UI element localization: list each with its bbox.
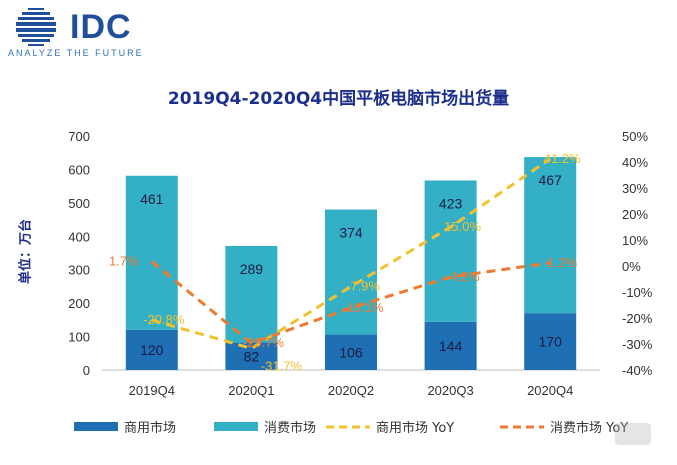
- x-tick-label: 2020Q1: [228, 383, 274, 398]
- bar-data-label: 144: [439, 338, 463, 354]
- idc-logo: IDC ANALYZE THE FUTURE: [8, 6, 158, 62]
- line-data-label: 1.7%: [109, 254, 139, 269]
- x-tick-label: 2020Q2: [328, 383, 374, 398]
- y2-tick-label: 10%: [622, 233, 648, 248]
- y-tick-label: 100: [68, 330, 90, 345]
- bar-segment: [125, 329, 178, 370]
- legend-label: 消费市场: [264, 420, 316, 436]
- y2-tick-label: 30%: [622, 181, 648, 196]
- logo-brand: IDC: [70, 8, 132, 46]
- line-data-label: -29.7%: [243, 335, 285, 350]
- bar-segment: [225, 342, 278, 370]
- y-tick-label: 0: [83, 363, 90, 378]
- y2-tick-label: 0%: [622, 259, 641, 274]
- bar-data-label: 374: [339, 225, 363, 241]
- x-tick-label: 2020Q4: [527, 383, 573, 398]
- y2-tick-label: 20%: [622, 207, 648, 222]
- line-data-label: -4.2%: [446, 269, 480, 284]
- y-tick-label: 400: [68, 229, 90, 244]
- y2-tick-label: -10%: [622, 285, 653, 300]
- line-data-label: 15.0%: [444, 219, 481, 234]
- y2-tick-label: -30%: [622, 337, 653, 352]
- y2-tick-label: -20%: [622, 311, 653, 326]
- y-tick-label: 600: [68, 162, 90, 177]
- watermark-badge: [615, 423, 651, 445]
- y-tick-label: 300: [68, 263, 90, 278]
- bar-segment: [325, 334, 377, 370]
- line-data-label: 41.2%: [544, 151, 581, 166]
- legend-label: 商用市场 YoY: [376, 420, 454, 436]
- y-tick-label: 200: [68, 296, 90, 311]
- y2-tick-label: 40%: [622, 155, 648, 170]
- bar-data-label: 289: [240, 261, 264, 277]
- bar-data-label: 120: [140, 342, 164, 358]
- bar-segment: [225, 245, 278, 343]
- line-data-label: -31.7%: [261, 358, 303, 373]
- y2-tick-label: -40%: [622, 363, 653, 378]
- x-tick-label: 2020Q3: [427, 383, 473, 398]
- bar-data-label: 423: [439, 195, 463, 211]
- bar-data-label: 467: [539, 172, 563, 188]
- y-tick-label: 700: [68, 129, 90, 144]
- legend-label: 商用市场: [124, 420, 176, 436]
- bar-segment: [424, 321, 477, 370]
- bar-data-label: 170: [539, 334, 563, 350]
- line-data-label: -16.1%: [342, 300, 384, 315]
- bar-data-label: 461: [140, 191, 164, 207]
- bar-data-label: 106: [339, 344, 363, 360]
- legend-swatch: [214, 422, 258, 431]
- logo-tagline: ANALYZE THE FUTURE: [8, 48, 144, 58]
- bar-segment: [424, 180, 477, 322]
- series-line: [151, 157, 552, 351]
- bar-data-label: 82: [244, 348, 260, 364]
- idc-globe-icon: [16, 8, 56, 46]
- line-data-label: -7.9%: [346, 279, 380, 294]
- line-data-label: -20.8%: [143, 312, 185, 327]
- chart-title: 2019Q4-2020Q4中国平板电脑市场出货量: [167, 89, 510, 109]
- legend-swatch: [74, 422, 118, 431]
- y2-tick-label: 50%: [622, 129, 648, 144]
- legend-label: 消费市场 YoY: [550, 420, 628, 436]
- bar-segment: [524, 313, 577, 370]
- bar-segment: [524, 157, 577, 314]
- bar-segment: [125, 175, 178, 330]
- x-tick-label: 2019Q4: [129, 383, 175, 398]
- line-data-label: 1.2%: [547, 255, 577, 270]
- y-tick-label: 500: [68, 196, 90, 211]
